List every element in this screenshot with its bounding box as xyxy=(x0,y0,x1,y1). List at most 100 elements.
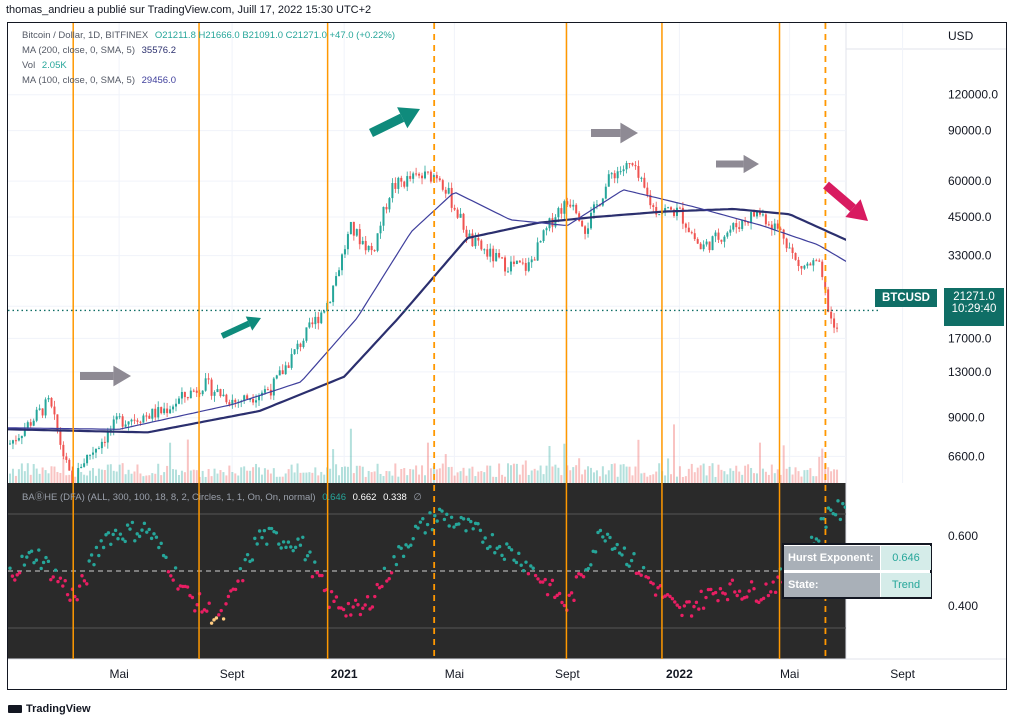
volume-bar xyxy=(664,475,667,483)
hurst-dot xyxy=(63,579,67,583)
candle-body xyxy=(767,224,770,226)
volume-bar xyxy=(604,474,607,483)
hurst-dot xyxy=(51,575,55,579)
hurst-dot xyxy=(80,574,84,578)
candle-body xyxy=(836,327,839,329)
candle-body xyxy=(495,252,498,262)
volume-bar xyxy=(97,468,100,483)
legend-volume-line[interactable]: Vol 2.05K xyxy=(22,60,67,71)
candle-body xyxy=(62,444,65,457)
candle-body xyxy=(655,206,658,215)
hurst-dot xyxy=(836,499,840,503)
hurst-dot xyxy=(668,594,672,599)
candle-body xyxy=(569,204,572,207)
price-tick-label: 6600.0 xyxy=(948,449,985,463)
volume-bar xyxy=(815,476,818,483)
volume-bar xyxy=(272,468,275,483)
hurst-dot xyxy=(97,553,101,558)
hurst-dot xyxy=(94,545,99,550)
volume-bar xyxy=(569,470,572,483)
volume-bar xyxy=(592,472,595,483)
candle-body xyxy=(204,378,207,391)
candle-body xyxy=(483,249,486,251)
hurst-exponent-label: Hurst Exponent: xyxy=(784,546,880,570)
candle-body xyxy=(800,266,803,269)
trend-arrow-head xyxy=(245,316,261,331)
hurst-dot xyxy=(365,595,370,599)
hurst-dot xyxy=(101,545,106,550)
hurst-dot xyxy=(500,553,504,558)
hurst-dot xyxy=(730,578,735,582)
hurst-dot xyxy=(111,532,115,537)
hurst-dot xyxy=(509,548,514,552)
candle-body xyxy=(670,207,673,210)
hurst-dot xyxy=(514,560,519,565)
hurst-dot xyxy=(413,524,418,529)
candle-body xyxy=(338,270,341,277)
trend-arrow-shaft xyxy=(369,113,405,138)
candle-body xyxy=(509,261,512,272)
candle-body xyxy=(770,224,773,230)
candle-body xyxy=(121,416,124,427)
hurst-dot xyxy=(622,546,627,550)
volume-bar xyxy=(409,469,412,483)
chart-svg[interactable]: 6600.09000.013000.017000.022000.033000.0… xyxy=(8,23,1006,689)
volume-bar xyxy=(673,424,675,483)
price-tick-label: 17000.0 xyxy=(948,331,992,345)
candle-body xyxy=(450,187,453,208)
hurst-dot xyxy=(483,536,487,540)
hurst-dot xyxy=(517,551,521,556)
hurst-dot xyxy=(603,539,607,543)
hurst-dot xyxy=(694,600,699,605)
volume-bar xyxy=(628,466,631,483)
hurst-dot xyxy=(718,587,723,591)
volume-bar xyxy=(444,454,447,483)
volume-bar xyxy=(741,474,744,483)
hurst-dot xyxy=(303,558,307,562)
candle-body xyxy=(186,397,189,399)
volume-bar xyxy=(290,464,293,483)
volume-bar xyxy=(106,464,109,483)
hurst-dot xyxy=(569,591,574,595)
candle-body xyxy=(290,354,293,368)
volume-bar xyxy=(696,467,699,483)
hurst-dot xyxy=(769,590,773,594)
tradingview-logo[interactable]: TradingView xyxy=(8,703,91,715)
volume-bar xyxy=(258,467,260,483)
candle-body xyxy=(41,408,44,416)
volume-bar xyxy=(507,463,509,483)
indicator-legend[interactable]: BAⒷHE (DFA) (ALL, 300, 100, 18, 8, 2, Ci… xyxy=(22,489,422,503)
volume-bar xyxy=(474,476,477,483)
volume-bar xyxy=(163,472,166,483)
hurst-dot xyxy=(406,545,411,549)
candle-body xyxy=(708,241,711,251)
legend-ma200-line[interactable]: MA (200, close, 0, SMA, 5) 35576.2 xyxy=(22,45,176,56)
hurst-dot xyxy=(89,553,94,557)
chart-frame[interactable]: 6600.09000.013000.017000.022000.033000.0… xyxy=(7,22,1007,690)
candle-body xyxy=(53,406,56,415)
candle-body xyxy=(192,390,195,392)
hurst-dot xyxy=(87,559,91,563)
hurst-dot xyxy=(68,598,72,602)
indicator-legend-v2: 0.662 xyxy=(352,492,377,503)
volume-bar xyxy=(456,472,459,483)
volume-bar xyxy=(17,469,20,483)
candle-body xyxy=(317,316,320,324)
legend-ma100-line[interactable]: MA (100, close, 0, SMA, 5) 29456.0 xyxy=(22,75,176,86)
hurst-dot xyxy=(257,529,262,533)
hurst-dot xyxy=(53,568,58,572)
candle-body xyxy=(693,233,696,240)
candle-body xyxy=(551,218,554,227)
hurst-dot xyxy=(77,584,82,588)
volume-bar xyxy=(56,471,59,483)
hurst-dot xyxy=(394,562,399,567)
candle-body xyxy=(779,228,782,230)
legend-volume-value: 2.05K xyxy=(41,60,67,71)
candle-body xyxy=(527,262,530,271)
volume-bar xyxy=(705,475,708,483)
candle-body xyxy=(364,240,367,251)
hurst-dot xyxy=(229,589,233,593)
hurst-dot xyxy=(430,527,435,532)
hurst-dot xyxy=(104,533,108,537)
volume-bar xyxy=(332,449,335,483)
